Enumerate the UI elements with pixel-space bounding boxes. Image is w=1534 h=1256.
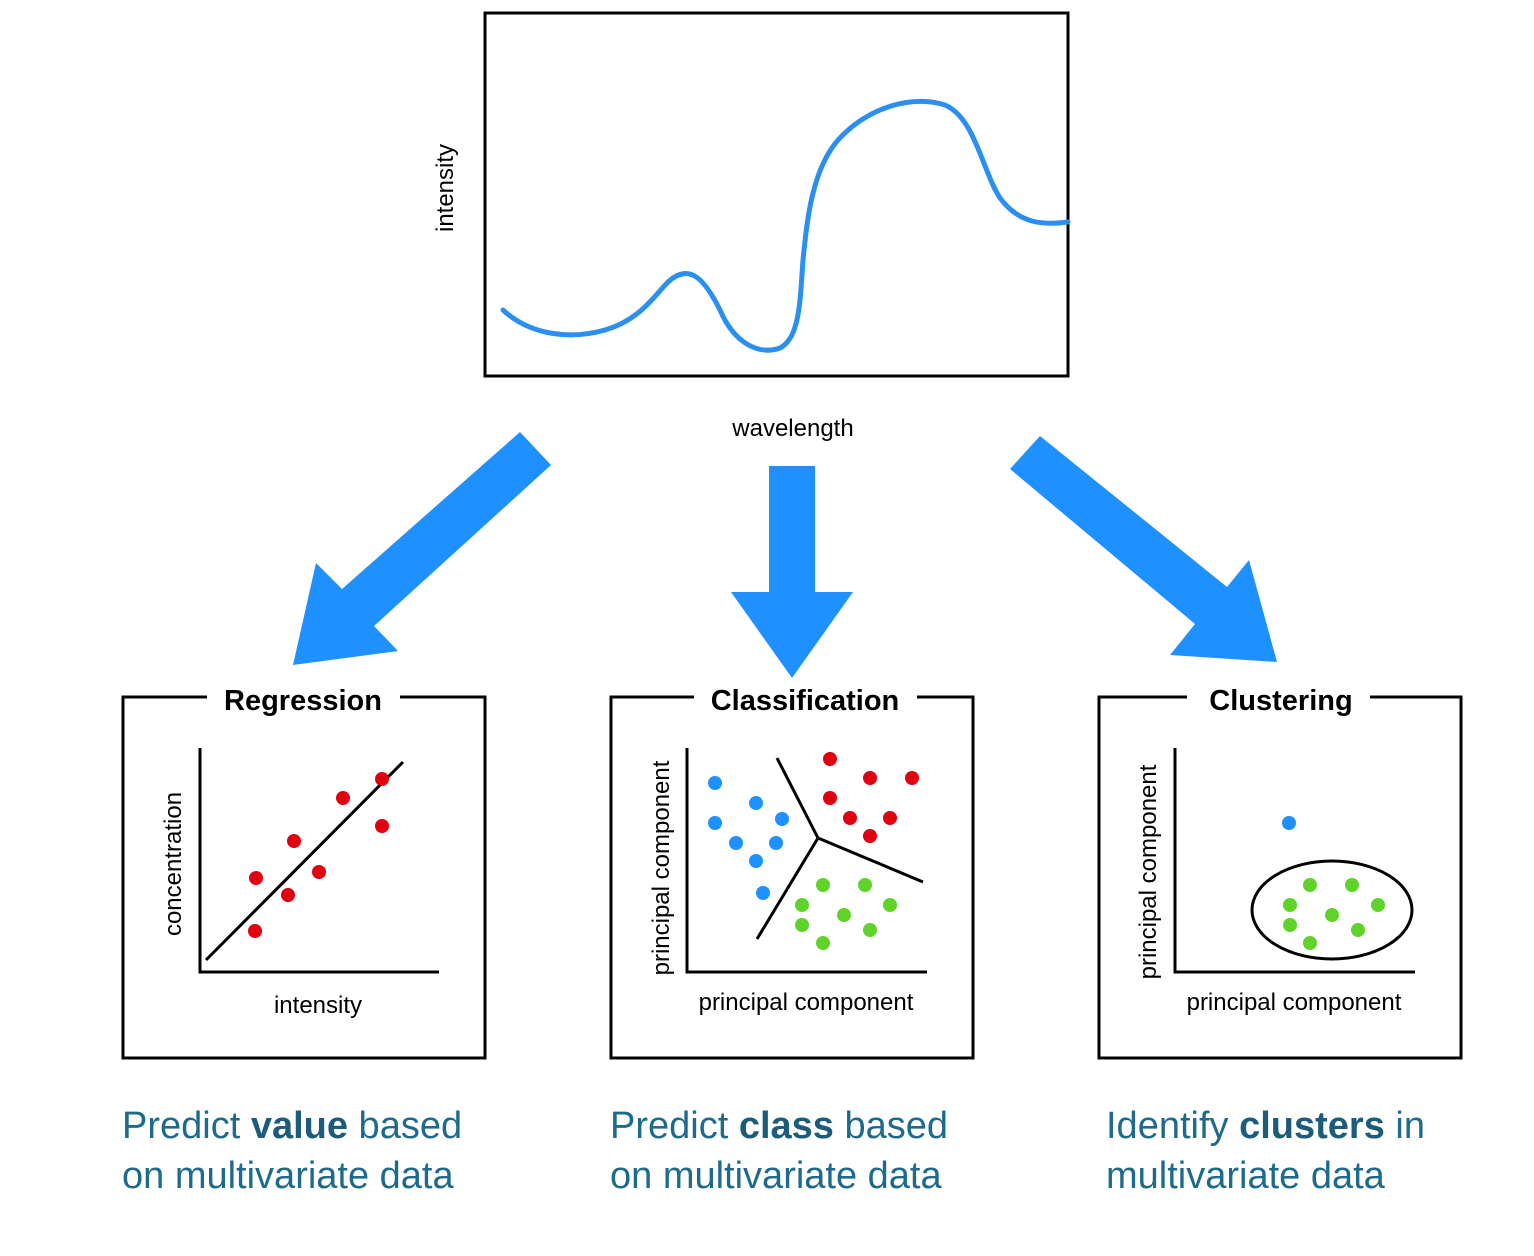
- caption-text: based: [348, 1105, 463, 1147]
- data-point: [729, 836, 743, 850]
- boundary-line: [817, 836, 924, 884]
- decision-boundaries: [755, 757, 924, 940]
- caption-emphasis: value: [250, 1105, 348, 1147]
- spectrum-ylabel: intensity: [432, 144, 459, 232]
- spectrum-xlabel: wavelength: [731, 415, 853, 442]
- clustering-title: Clustering: [1209, 685, 1352, 717]
- boundary-line: [755, 837, 820, 940]
- classification-title: Classification: [711, 685, 900, 717]
- regression-axes: [198, 748, 439, 974]
- data-point: [1351, 923, 1365, 937]
- data-point: [708, 776, 722, 790]
- data-point: [312, 865, 326, 879]
- caption-emphasis: clusters: [1239, 1105, 1385, 1147]
- data-point: [756, 886, 770, 900]
- left-arrow: [293, 432, 551, 665]
- classification-xlabel: principal component: [699, 989, 914, 1016]
- caption-text: in: [1384, 1105, 1425, 1147]
- caption-text: Predict: [122, 1105, 251, 1147]
- caption-text: based: [833, 1105, 949, 1147]
- data-point: [1325, 908, 1339, 922]
- spectrum-plot: intensity wavelength: [432, 11, 1071, 442]
- cluster-points: [1283, 878, 1385, 950]
- clustering-panel: Clustering principal component principal…: [1097, 685, 1463, 1060]
- data-point: [795, 898, 809, 912]
- regression-fit-line: [204, 760, 405, 962]
- data-point: [1371, 898, 1385, 912]
- regression-ylabel: concentration: [160, 792, 187, 936]
- regression-points: [248, 772, 389, 938]
- data-point: [375, 772, 389, 786]
- regression-title: Regression: [224, 685, 382, 717]
- data-point: [816, 936, 830, 950]
- caption-line-1: Predict class based: [610, 1101, 1010, 1151]
- data-point: [1345, 878, 1359, 892]
- data-point: [863, 771, 877, 785]
- green-class-points: [795, 878, 897, 950]
- spectrum-curve: [500, 98, 1071, 353]
- regression-frame: [121, 695, 487, 1060]
- boundary-line: [775, 757, 820, 839]
- clustering-ylabel: principal component: [1135, 764, 1162, 979]
- data-point: [749, 796, 763, 810]
- data-point: [769, 836, 783, 850]
- data-point: [858, 878, 872, 892]
- caption-line-1: Identify clusters in: [1106, 1101, 1506, 1151]
- classification-axes: [685, 748, 927, 974]
- data-point: [287, 834, 301, 848]
- blue-class-points: [708, 776, 789, 900]
- outlier-point: [1282, 816, 1296, 830]
- data-point: [775, 812, 789, 826]
- data-point: [248, 924, 262, 938]
- caption-line-2: on multivariate data: [122, 1155, 454, 1197]
- data-point: [249, 871, 263, 885]
- red-class-points: [823, 752, 919, 843]
- spectrum-frame: [483, 11, 1070, 378]
- data-point: [823, 791, 837, 805]
- cluster-boundary: [1250, 859, 1414, 961]
- data-point: [816, 878, 830, 892]
- data-point: [281, 888, 295, 902]
- caption-line-1: Predict value based: [122, 1101, 522, 1151]
- clustering-xlabel: principal component: [1187, 989, 1402, 1016]
- regression-xlabel: intensity: [274, 992, 362, 1019]
- caption-line-2: multivariate data: [1106, 1155, 1385, 1197]
- classification-panel: Classification: [609, 685, 975, 1060]
- data-point: [1283, 898, 1297, 912]
- regression-caption: Predict value based on multivariate data: [122, 1101, 522, 1201]
- data-point: [843, 811, 857, 825]
- data-point: [863, 923, 877, 937]
- data-point: [749, 854, 763, 868]
- caption-line-2: on multivariate data: [610, 1155, 942, 1197]
- data-point: [1303, 936, 1317, 950]
- caption-text: Predict: [610, 1105, 739, 1147]
- classification-frame: [609, 695, 975, 1060]
- clustering-caption: Identify clusters in multivariate data: [1106, 1101, 1506, 1201]
- data-point: [336, 791, 350, 805]
- data-point: [1283, 918, 1297, 932]
- data-point: [1303, 878, 1317, 892]
- data-point: [883, 898, 897, 912]
- classification-caption: Predict class based on multivariate data: [610, 1101, 1010, 1201]
- caption-emphasis: class: [738, 1105, 834, 1147]
- center-arrow: [731, 466, 853, 678]
- data-point: [823, 752, 837, 766]
- data-point: [863, 829, 877, 843]
- classification-ylabel: principal component: [648, 760, 675, 975]
- clustering-frame: [1097, 695, 1463, 1060]
- caption-text: Identify: [1106, 1105, 1240, 1147]
- data-point: [708, 816, 722, 830]
- clustering-axes: [1173, 748, 1415, 974]
- data-point: [905, 771, 919, 785]
- regression-panel: Regression intensity concentration: [121, 685, 487, 1060]
- data-point: [795, 918, 809, 932]
- data-point: [375, 819, 389, 833]
- right-arrow: [1010, 436, 1277, 662]
- data-point: [837, 908, 851, 922]
- data-point: [883, 811, 897, 825]
